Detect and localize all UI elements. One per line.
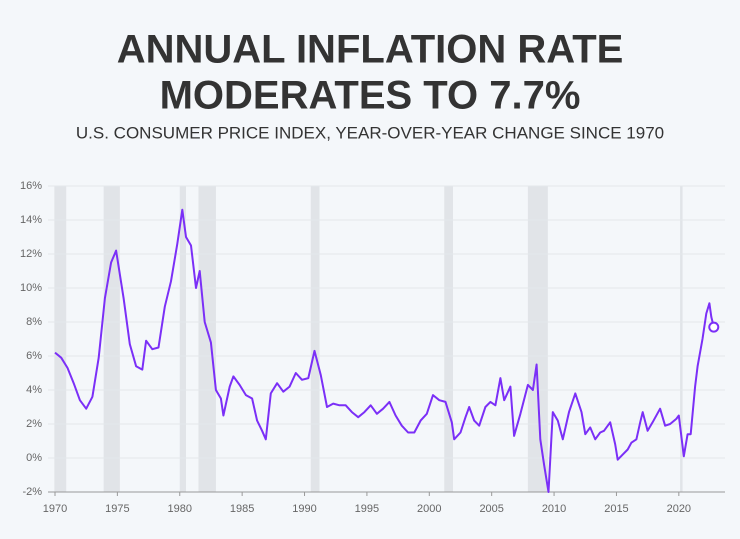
recession-band	[527, 186, 548, 492]
y-tick-label: 2%	[26, 418, 42, 430]
last-point	[708, 321, 720, 333]
x-tick-label: 1985	[230, 503, 254, 515]
x-tick-label: 2015	[604, 503, 628, 515]
y-tick-label: 4%	[26, 384, 42, 396]
chart-title: ANNUAL INFLATION RATE	[117, 28, 624, 72]
recession-band	[310, 186, 320, 492]
x-tick-label: 2010	[542, 503, 566, 515]
recession-band	[444, 186, 454, 492]
y-tick-label: 0%	[26, 452, 42, 464]
y-tick-label: -2%	[22, 486, 42, 498]
chart-title: MODERATES TO 7.7%	[160, 74, 581, 118]
recession-band	[680, 186, 683, 492]
y-tick-label: 14%	[20, 214, 42, 226]
y-tick-label: 16%	[20, 180, 42, 192]
y-tick-label: 6%	[26, 350, 42, 362]
y-tick-label: 12%	[20, 248, 42, 260]
recession-band	[179, 186, 186, 492]
x-tick-label: 2020	[667, 503, 691, 515]
x-tick-label: 1995	[355, 503, 379, 515]
y-tick-label: 8%	[26, 316, 42, 328]
x-tick-label: 1980	[168, 503, 192, 515]
line	[54, 208, 715, 493]
chart-subtitle: U.S. CONSUMER PRICE INDEX, YEAR-OVER-YEA…	[76, 123, 664, 142]
recession-band	[103, 186, 120, 492]
x-tick-label: 2005	[479, 503, 503, 515]
y-tick-label: 10%	[20, 282, 42, 294]
recession-band	[198, 186, 216, 492]
recession-band	[54, 186, 67, 492]
x-tick-label: 2000	[417, 503, 441, 515]
x-tick-label: 1970	[43, 503, 67, 515]
x-tick-label: 1975	[105, 503, 129, 515]
x-tick-label: 1990	[292, 503, 316, 515]
